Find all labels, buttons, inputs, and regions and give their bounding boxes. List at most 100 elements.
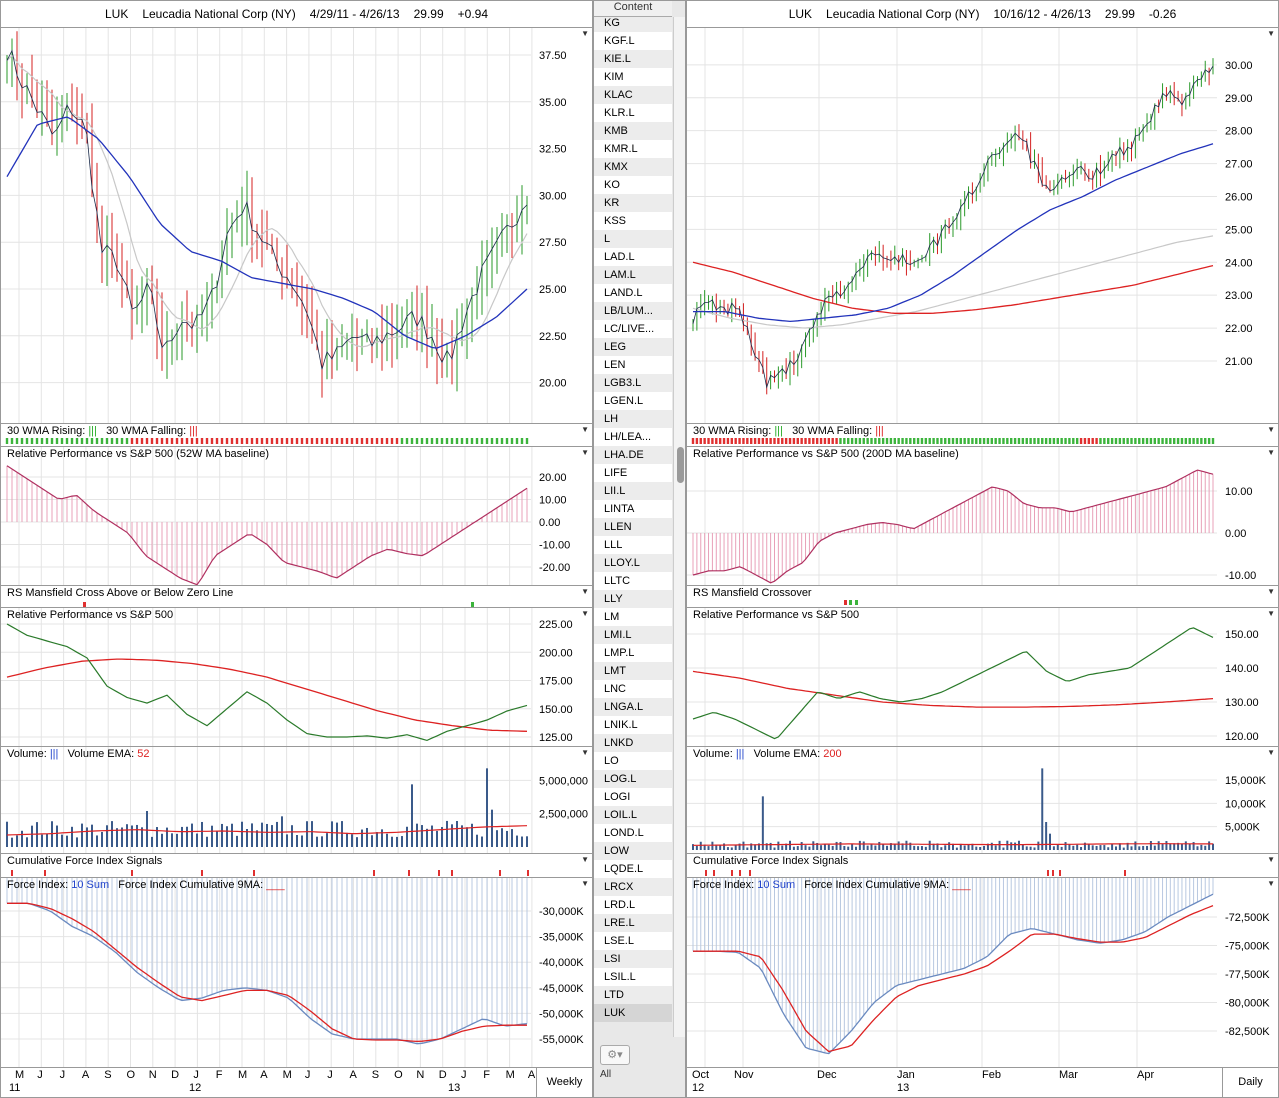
rps-pane[interactable]: Relative Performance vs S&P 500 ▼ 150.00… — [687, 608, 1278, 747]
rps-pane[interactable]: Relative Performance vs S&P 500 ▼ 225.00… — [1, 608, 592, 747]
pane-menu-icon[interactable]: ▼ — [581, 855, 589, 864]
symbol-item[interactable]: LNGA.L — [594, 698, 672, 716]
symbol-item[interactable]: LH/LEA... — [594, 428, 672, 446]
price-pane[interactable]: ▼ 30.00 29.00 28.00 27.00 26.00 25.00 24.00 23.… — [687, 28, 1278, 424]
symbol-item[interactable]: LUK — [594, 1004, 672, 1022]
rsm-pane[interactable]: RS Mansfield Crossover ▼ — [687, 586, 1278, 608]
rsm-pane[interactable]: RS Mansfield Cross Above or Below Zero L… — [1, 586, 592, 608]
pane-menu-icon[interactable]: ▼ — [581, 748, 589, 757]
symbol-item[interactable]: LM — [594, 608, 672, 626]
symbol-item[interactable]: KO — [594, 176, 672, 194]
symbol-item[interactable]: LLL — [594, 536, 672, 554]
pane-menu-icon[interactable]: ▼ — [1267, 448, 1275, 457]
pane-menu-icon[interactable]: ▼ — [1267, 855, 1275, 864]
symbol-item[interactable]: LGEN.L — [594, 392, 672, 410]
cfi-pane[interactable]: Cumulative Force Index Signals ▼ — [687, 854, 1278, 878]
symbol-item[interactable]: LMI.L — [594, 626, 672, 644]
symbol-item[interactable]: LLOY.L — [594, 554, 672, 572]
volume-pane[interactable]: Volume: ||| Volume EMA: 200 ▼ 15,000K 10,… — [687, 747, 1278, 854]
pane-menu-icon[interactable]: ▼ — [581, 609, 589, 618]
symbol-item[interactable]: LQDE.L — [594, 860, 672, 878]
symbol-item[interactable]: LTD — [594, 986, 672, 1004]
symbol-item[interactable]: LNIK.L — [594, 716, 672, 734]
symbol-item[interactable]: LOGI — [594, 788, 672, 806]
symbol-item[interactable]: LII.L — [594, 482, 672, 500]
symbol-item[interactable]: LOIL.L — [594, 806, 672, 824]
symbol-item[interactable]: LC/LIVE... — [594, 320, 672, 338]
pane-menu-icon[interactable]: ▼ — [581, 587, 589, 596]
symbol-item[interactable]: LO — [594, 752, 672, 770]
symbol-item[interactable]: KMB — [594, 122, 672, 140]
symbol-item[interactable]: LMT — [594, 662, 672, 680]
symbol-item[interactable]: LAM.L — [594, 266, 672, 284]
pane-menu-icon[interactable]: ▼ — [1267, 425, 1275, 434]
symbol-item[interactable]: LRE.L — [594, 914, 672, 932]
column-header[interactable]: Content — [594, 1, 672, 17]
symbol-item[interactable]: KR — [594, 194, 672, 212]
symbol-item[interactable]: LAD.L — [594, 248, 672, 266]
symbol-item[interactable]: KG — [594, 14, 672, 32]
symbol-item[interactable]: LSE.L — [594, 932, 672, 950]
symbol-item[interactable]: L — [594, 230, 672, 248]
list-footer[interactable]: All — [600, 1069, 612, 1080]
symbol-item[interactable]: LB/LUM... — [594, 302, 672, 320]
symbol-list[interactable]: KFTKGKGF.LKIE.LKIMKLACKLR.LKMBKMR.LKMXKO… — [594, 1, 672, 1022]
wma-pane[interactable]: 30 WMA Rising: ||| 30 WMA Falling: ||| ▼ — [1, 424, 592, 447]
symbol-item[interactable]: KGF.L — [594, 32, 672, 50]
symbol-item[interactable]: KMR.L — [594, 140, 672, 158]
symbol-item[interactable]: KIE.L — [594, 50, 672, 68]
symbol-item[interactable]: LEN — [594, 356, 672, 374]
symbol-item[interactable]: LSI — [594, 950, 672, 968]
symbol-item[interactable]: LEG — [594, 338, 672, 356]
symbol-item[interactable]: LINTA — [594, 500, 672, 518]
frequency-selector[interactable]: Weekly — [536, 1067, 592, 1097]
force-index-pane[interactable]: Force Index: 10 Sum Force Index Cumulati… — [1, 878, 592, 1069]
pane-menu-icon[interactable]: ▼ — [1267, 587, 1275, 596]
pane-menu-icon[interactable]: ▼ — [1267, 29, 1275, 38]
list-scrollbar[interactable] — [673, 17, 685, 1037]
symbol-item[interactable]: LAND.L — [594, 284, 672, 302]
time-axis[interactable]: M J J A S O N D J F M A M J J A S O N D J F M A 11 12 13 — [1, 1067, 592, 1097]
symbol-item[interactable]: LRD.L — [594, 896, 672, 914]
symbol-item[interactable]: LNKD — [594, 734, 672, 752]
symbol-item[interactable]: LHA.DE — [594, 446, 672, 464]
symbol-item[interactable]: KIM — [594, 68, 672, 86]
pane-menu-icon[interactable]: ▼ — [581, 879, 589, 888]
symbol-item[interactable]: KSS — [594, 212, 672, 230]
scrollbar-thumb[interactable] — [677, 447, 684, 483]
symbol-sidebar[interactable]: KFTKGKGF.LKIE.LKIMKLACKLR.LKMBKMR.LKMXKO… — [593, 0, 686, 1098]
symbol-item[interactable]: LSIL.L — [594, 968, 672, 986]
symbol-item[interactable]: LLTC — [594, 572, 672, 590]
cfi-pane[interactable]: Cumulative Force Index Signals ▼ — [1, 854, 592, 878]
frequency-selector[interactable]: Daily — [1222, 1067, 1278, 1097]
daily-chart-panel[interactable]: LUK Leucadia National Corp (NY) 10/16/12… — [686, 0, 1279, 1098]
volume-pane[interactable]: Volume: ||| Volume EMA: 52 ▼ 5,000,000 2,… — [1, 747, 592, 854]
symbol-item[interactable]: LGB3.L — [594, 374, 672, 392]
symbol-item[interactable]: KMX — [594, 158, 672, 176]
symbol-item[interactable]: LH — [594, 410, 672, 428]
symbol-item[interactable]: LOW — [594, 842, 672, 860]
weekly-chart-panel[interactable]: LUK Leucadia National Corp (NY) 4/29/11 … — [0, 0, 593, 1098]
pane-menu-icon[interactable]: ▼ — [1267, 609, 1275, 618]
symbol-item[interactable]: LOG.L — [594, 770, 672, 788]
pane-menu-icon[interactable]: ▼ — [581, 425, 589, 434]
pane-menu-icon[interactable]: ▼ — [581, 448, 589, 457]
wma-pane[interactable]: 30 WMA Rising: ||| 30 WMA Falling: ||| ▼ — [687, 424, 1278, 447]
symbol-item[interactable]: LRCX — [594, 878, 672, 896]
symbol-item[interactable]: KLAC — [594, 86, 672, 104]
rp-pane[interactable]: Relative Performance vs S&P 500 (52W MA … — [1, 447, 592, 586]
symbol-item[interactable]: LLY — [594, 590, 672, 608]
symbol-item[interactable]: LNC — [594, 680, 672, 698]
time-axis[interactable]: Oct Nov Dec Jan Feb Mar Apr 12 13 — [687, 1067, 1278, 1097]
pane-menu-icon[interactable]: ▼ — [1267, 748, 1275, 757]
symbol-item[interactable]: LIFE — [594, 464, 672, 482]
gear-icon[interactable]: ⚙▾ — [600, 1045, 630, 1065]
symbol-item[interactable]: KLR.L — [594, 104, 672, 122]
symbol-item[interactable]: LOND.L — [594, 824, 672, 842]
price-pane[interactable]: ▼ 37.50 35.00 32.50 30.00 27.50 25.00 22.50 20.… — [1, 28, 592, 424]
pane-menu-icon[interactable]: ▼ — [581, 29, 589, 38]
rp-pane[interactable]: Relative Performance vs S&P 500 (200D MA… — [687, 447, 1278, 586]
symbol-item[interactable]: LMP.L — [594, 644, 672, 662]
force-index-pane[interactable]: Force Index: 10 Sum Force Index Cumulati… — [687, 878, 1278, 1069]
pane-menu-icon[interactable]: ▼ — [1267, 879, 1275, 888]
